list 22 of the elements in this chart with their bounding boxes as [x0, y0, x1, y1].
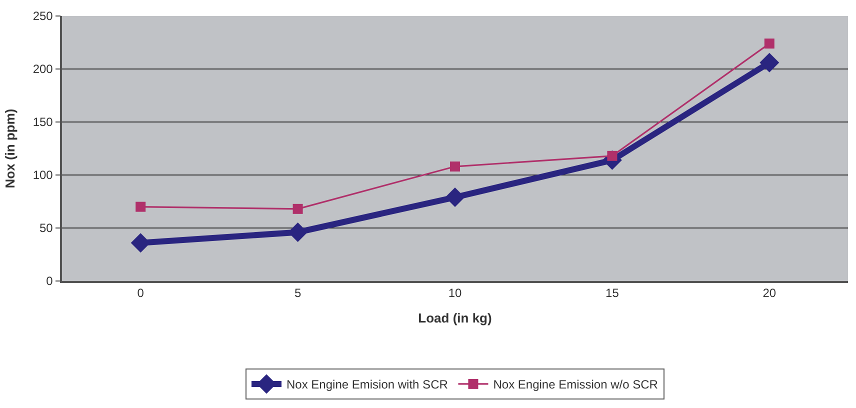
point	[292, 204, 303, 214]
y-tick-label: 0	[46, 274, 54, 288]
x-tick-label: 5	[294, 286, 302, 300]
legend-label: Nox Engine Emission w/o SCR	[493, 378, 658, 392]
point	[760, 52, 780, 72]
y-tick-label: 50	[39, 221, 54, 236]
point	[136, 202, 146, 212]
x-tick-label: 10	[448, 286, 462, 300]
y-tick-label: 250	[32, 9, 54, 24]
x-tick-label: 0	[137, 286, 144, 300]
point	[764, 38, 774, 49]
y-tick-label: 100	[32, 168, 54, 182]
point	[445, 188, 465, 208]
x-tick-label: 20	[762, 286, 776, 300]
y-tick-label: 150	[32, 115, 54, 130]
point	[288, 222, 308, 242]
legend-label: Nox Engine Emision with SCR	[286, 378, 448, 392]
x-axis-title: Load (in kg)	[418, 310, 492, 326]
y-axis-title: Nox (in ppm)	[2, 108, 18, 188]
point	[450, 162, 460, 172]
y-tick-label: 200	[32, 62, 54, 76]
x-tick-label: 15	[606, 286, 620, 300]
